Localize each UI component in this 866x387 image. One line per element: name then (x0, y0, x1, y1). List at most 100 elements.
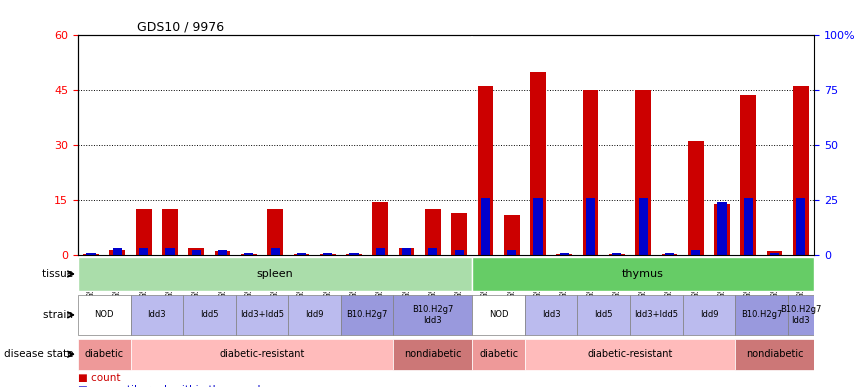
FancyBboxPatch shape (131, 339, 393, 370)
Text: Idd3+Idd5: Idd3+Idd5 (240, 310, 284, 319)
Bar (609, 254, 624, 255)
Bar (294, 254, 309, 255)
Bar (398, 248, 415, 255)
FancyBboxPatch shape (630, 295, 682, 335)
Text: diabetic: diabetic (85, 349, 124, 359)
Bar (455, 250, 463, 255)
Bar (165, 248, 175, 255)
Bar (372, 202, 388, 255)
Bar (320, 254, 335, 255)
FancyBboxPatch shape (341, 295, 393, 335)
Text: Idd9: Idd9 (306, 310, 324, 319)
Bar (162, 209, 178, 255)
Bar (297, 253, 306, 255)
Bar (191, 250, 201, 255)
Bar (451, 213, 467, 255)
FancyBboxPatch shape (472, 295, 525, 335)
Bar (113, 248, 122, 255)
FancyBboxPatch shape (472, 339, 525, 370)
Text: spleen: spleen (256, 269, 294, 279)
Bar (477, 86, 494, 255)
Bar (636, 90, 651, 255)
Bar (349, 253, 359, 255)
Text: Idd3: Idd3 (542, 310, 560, 319)
Bar (688, 141, 703, 255)
FancyBboxPatch shape (735, 339, 814, 370)
FancyBboxPatch shape (183, 295, 236, 335)
Text: nondiabetic: nondiabetic (746, 349, 804, 359)
FancyBboxPatch shape (525, 295, 578, 335)
Text: diabetic: diabetic (479, 349, 518, 359)
Bar (559, 253, 569, 255)
Bar (268, 209, 283, 255)
Bar (425, 209, 441, 255)
FancyBboxPatch shape (472, 257, 814, 291)
Text: GDS10 / 9976: GDS10 / 9976 (137, 21, 224, 34)
Text: B10.H2g7: B10.H2g7 (346, 310, 388, 319)
FancyBboxPatch shape (78, 257, 472, 291)
FancyBboxPatch shape (78, 295, 131, 335)
Text: Idd5: Idd5 (200, 310, 218, 319)
Bar (376, 248, 385, 255)
Text: Idd5: Idd5 (594, 310, 613, 319)
Bar (714, 204, 730, 255)
Text: ■ count: ■ count (78, 373, 120, 383)
Bar (139, 248, 148, 255)
Bar (770, 253, 779, 255)
Bar (583, 90, 598, 255)
Text: nondiabetic: nondiabetic (404, 349, 462, 359)
FancyBboxPatch shape (288, 295, 341, 335)
Bar (556, 254, 572, 255)
Bar (244, 253, 254, 255)
Bar (797, 198, 805, 255)
Bar (136, 209, 152, 255)
Text: strain: strain (43, 310, 76, 320)
Bar (665, 253, 674, 255)
Bar (612, 253, 622, 255)
Text: B10.H2g7
Idd3: B10.H2g7 Idd3 (412, 305, 454, 325)
Bar (323, 253, 333, 255)
Text: thymus: thymus (623, 269, 664, 279)
Text: NOD: NOD (488, 310, 508, 319)
Bar (481, 198, 490, 255)
Bar (87, 253, 95, 255)
Bar (530, 72, 546, 255)
Bar (215, 251, 230, 255)
Bar (638, 198, 648, 255)
Bar (766, 252, 783, 255)
Text: diabetic-resistant: diabetic-resistant (219, 349, 305, 359)
Bar (346, 254, 362, 255)
Text: Idd3+Idd5: Idd3+Idd5 (634, 310, 678, 319)
Bar (793, 86, 809, 255)
Bar (507, 250, 516, 255)
Bar (744, 198, 753, 255)
FancyBboxPatch shape (78, 339, 131, 370)
FancyBboxPatch shape (788, 295, 814, 335)
Text: ■ percentile rank within the sample: ■ percentile rank within the sample (78, 385, 267, 387)
Text: Idd3: Idd3 (147, 310, 166, 319)
Bar (533, 198, 543, 255)
Text: disease state: disease state (3, 349, 76, 359)
FancyBboxPatch shape (735, 295, 788, 335)
Bar (218, 250, 227, 255)
Text: B10.H2g7: B10.H2g7 (740, 310, 782, 319)
Bar (662, 254, 677, 255)
Text: tissue: tissue (42, 269, 76, 279)
FancyBboxPatch shape (236, 295, 288, 335)
Bar (241, 254, 256, 255)
Text: B10.H2g7
Idd3: B10.H2g7 Idd3 (780, 305, 822, 325)
Bar (504, 215, 520, 255)
FancyBboxPatch shape (393, 339, 472, 370)
Bar (717, 202, 727, 255)
FancyBboxPatch shape (682, 295, 735, 335)
FancyBboxPatch shape (578, 295, 630, 335)
Bar (83, 254, 99, 255)
Bar (429, 248, 437, 255)
FancyBboxPatch shape (525, 339, 735, 370)
Bar (586, 198, 595, 255)
Text: NOD: NOD (94, 310, 114, 319)
Text: diabetic-resistant: diabetic-resistant (587, 349, 673, 359)
FancyBboxPatch shape (131, 295, 183, 335)
Bar (740, 96, 756, 255)
Bar (402, 248, 411, 255)
